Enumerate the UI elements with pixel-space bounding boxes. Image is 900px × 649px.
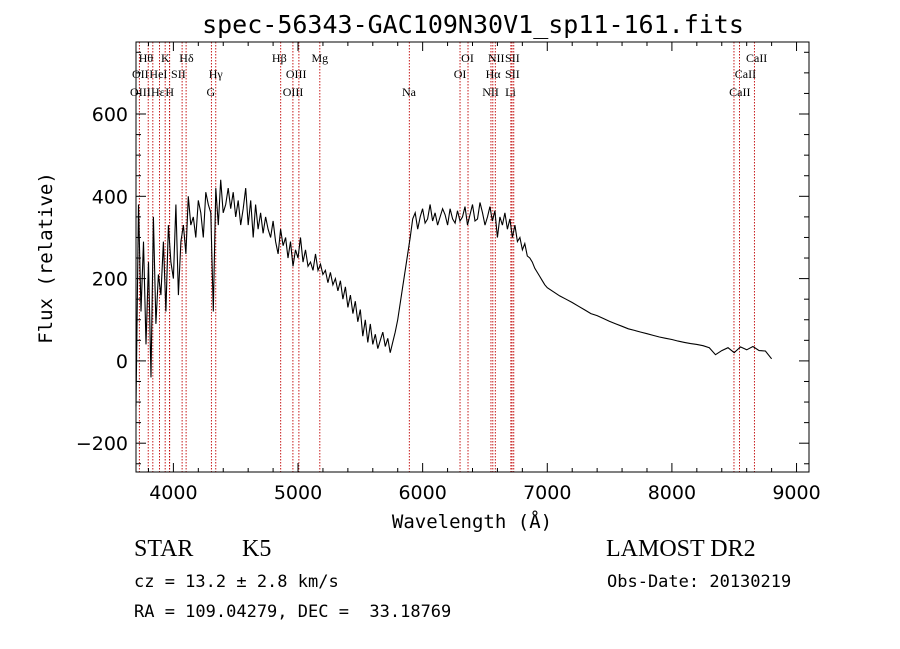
- y-axis: −200 0 200 400 600: [76, 51, 809, 465]
- line-label-OI: OI: [454, 67, 467, 81]
- object-class: STAR: [134, 536, 194, 562]
- y-tick-label: 600: [92, 104, 128, 126]
- x-tick-label: 4000: [149, 482, 197, 504]
- redshift-velocity: cz = 13.2 ± 2.8 km/s: [134, 572, 339, 592]
- line-label-Na: Na: [402, 85, 417, 99]
- chart-title: spec-56343-GAC109N30V1_sp11-161.fits: [202, 10, 744, 39]
- line-label-G: G: [206, 85, 215, 99]
- line-label-OI: OI: [461, 51, 474, 65]
- x-tick-label: 5000: [274, 482, 322, 504]
- y-tick-label: 200: [92, 269, 128, 291]
- coordinates: RA = 109.04279, DEC = 33.18769: [134, 602, 452, 622]
- y-tick-label: −200: [76, 433, 128, 455]
- line-label-NII: NII: [488, 51, 505, 65]
- line-label-K: K: [161, 51, 170, 65]
- line-label-SII: SII: [171, 67, 186, 81]
- line-label-CaII: CaII: [729, 85, 750, 99]
- survey-name: LAMOST DR2: [606, 536, 756, 562]
- y-axis-label: Flux (relative): [35, 172, 57, 344]
- line-label-Hγ: Hγ: [209, 67, 224, 81]
- observation-date: Obs-Date: 20130219: [607, 572, 792, 592]
- object-subclass: K5: [242, 536, 272, 562]
- line-label-NII: NII: [482, 85, 499, 99]
- y-tick-label: 400: [92, 186, 128, 208]
- line-label-CaII: CaII: [735, 67, 756, 81]
- line-label-Hθ: Hθ: [139, 51, 154, 65]
- y-tick-label: 0: [116, 351, 128, 373]
- x-tick-label: 7000: [523, 482, 571, 504]
- line-label-OIII: OIII: [286, 67, 307, 81]
- x-tick-label: 8000: [648, 482, 696, 504]
- line-label-OIII: OIII: [283, 85, 304, 99]
- line-label-H: H: [165, 85, 174, 99]
- spectral-line-markers: [138, 42, 755, 472]
- x-axis: 4000 5000 6000 7000 8000 9000: [147, 42, 821, 504]
- spectrum-line: [135, 179, 773, 407]
- line-label-SII: SII: [505, 51, 520, 65]
- line-label-HeI: HeI: [149, 67, 167, 81]
- x-axis-label: Wavelength (Å): [392, 510, 552, 533]
- line-label-Hε: Hε: [151, 85, 165, 99]
- x-tick-label: 6000: [398, 482, 446, 504]
- line-label-OIII: OIII: [130, 85, 151, 99]
- line-label-CaII: CaII: [746, 51, 767, 65]
- line-label-Mg: Mg: [311, 51, 328, 65]
- line-label-Hδ: Hδ: [179, 51, 194, 65]
- line-label-OII: OII: [132, 67, 149, 81]
- line-label-Hβ: Hβ: [272, 51, 287, 65]
- line-label-SII: SII: [505, 67, 520, 81]
- line-label-Li: Li: [505, 85, 516, 99]
- x-tick-label: 9000: [772, 482, 820, 504]
- line-label-Hα: Hα: [486, 67, 502, 81]
- plot-frame: [135, 41, 810, 473]
